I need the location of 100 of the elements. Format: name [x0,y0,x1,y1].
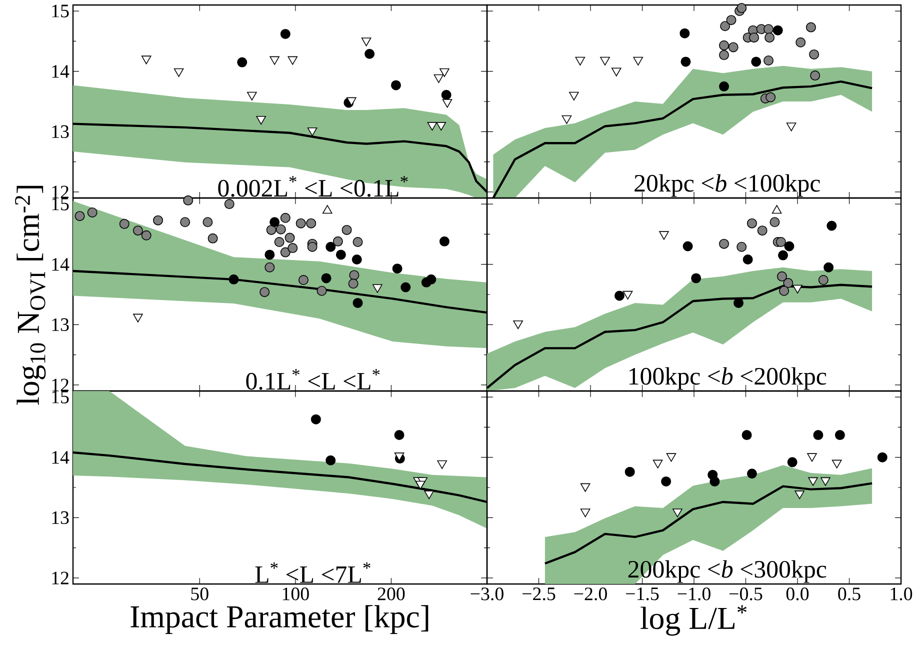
point [818,275,828,286]
point [726,15,736,26]
annotation: 20kpc <b <100kpc [634,174,820,197]
point [766,92,776,102]
point [813,430,824,440]
point [806,22,816,32]
point [659,231,669,240]
point [710,476,720,486]
point [742,430,752,440]
annotation: 200kpc <b <300kpc [628,560,826,583]
point [832,460,842,468]
point [562,115,572,124]
point [682,241,693,252]
point [809,49,820,60]
x-tick-label: 0.5 [838,588,860,600]
point [580,508,590,518]
y-tick-label: 13 [52,318,69,332]
point [580,483,590,492]
point [772,205,782,214]
point [796,37,806,48]
point [719,50,730,60]
point [661,476,672,486]
point [826,220,837,231]
y-tick-label: 12 [52,572,68,584]
x-tick-label: 0.0 [786,588,809,600]
x-tick-label: −1.5 [626,588,659,600]
x-axis-title: log L/L$^{*}$ [640,605,747,636]
point [611,68,622,76]
point [720,21,730,32]
point [719,238,730,249]
point [746,218,757,228]
point [672,508,682,518]
x-tick-label: −2.0 [574,588,607,600]
point [666,453,676,462]
x-tick-label: 50 [191,588,208,600]
point [513,320,523,330]
x-tick-label: −1.0 [678,588,710,600]
point [770,217,780,228]
point [622,290,633,300]
annotation: 0.1L$^{*}$ <L <L$^{*}$ [246,369,380,390]
point [680,28,690,38]
point [784,241,794,252]
point [575,56,586,66]
point [786,122,796,132]
annotation: L$^{*}$ <L <7L$^{*}$ [255,562,370,583]
point [600,56,610,66]
point [680,56,691,67]
x-tick-label: −3.0 [470,588,504,600]
y-tick-label: 14 [52,258,70,271]
y-axis-title: log$_{10}$ N$_{OVI}$ [cm$^{-2}$] [15,186,46,405]
point [624,466,635,477]
point [783,278,794,288]
point [792,284,802,294]
y-tick-label: 14 [52,451,70,464]
point [736,242,747,252]
x-tick-label: 100 [282,588,309,600]
point [633,56,644,66]
point [772,25,783,36]
x-tick-label: −0.5 [730,588,762,600]
point [807,453,817,462]
point [764,32,775,43]
point [728,42,738,52]
point [810,70,820,81]
point [691,273,702,284]
annotation: 0.002L$^{*}$ <L <0.1L$^{*}$ [218,176,408,197]
y-tick-label: 15 [52,390,69,404]
annotation: 100kpc <b <200kpc [629,367,826,390]
y-tick-label: 15 [52,198,69,210]
point [776,271,787,282]
point [820,477,830,486]
y-tick-label: 13 [52,125,69,138]
point [794,490,804,500]
point [757,226,768,236]
point [764,24,774,34]
point [824,262,834,272]
point [719,40,730,50]
y-tick-label: 15 [52,4,69,18]
point [742,254,753,265]
x-tick-label: −2.5 [522,588,556,600]
point [808,477,818,486]
point [778,250,788,260]
point [779,286,790,296]
point [746,468,757,479]
point [787,457,798,468]
point [877,452,888,462]
x-axis-title: Impact Parameter [kpc] [130,605,428,634]
y-tick-label: 13 [52,511,69,524]
point [749,32,760,43]
point [719,81,730,92]
point [614,290,624,301]
x-tick-label: 200 [378,588,405,600]
x-tick-label: 1.0 [890,588,912,600]
point [751,56,762,67]
point [776,237,786,248]
point [652,460,663,468]
point [764,55,774,66]
y-tick-label: 14 [52,65,70,78]
point [736,3,747,14]
point [569,92,579,100]
point [834,430,845,440]
